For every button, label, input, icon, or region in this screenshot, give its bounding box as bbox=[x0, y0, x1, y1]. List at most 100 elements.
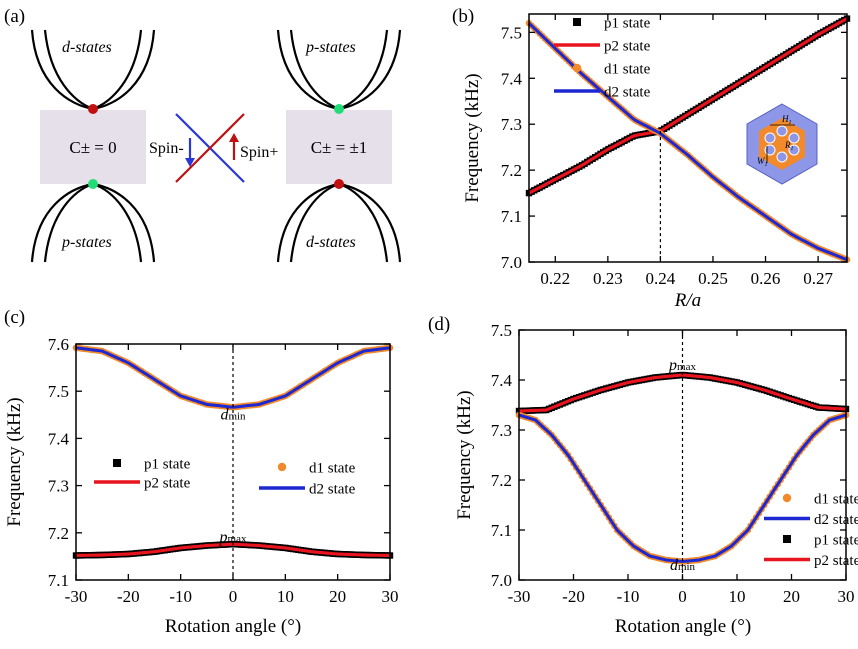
panel-a: (a) d-states p-states p-states bbox=[4, 6, 402, 263]
legend-label: p1 state bbox=[144, 457, 191, 473]
plot-frame bbox=[528, 13, 848, 263]
legend-item: p2 state bbox=[94, 476, 191, 492]
x-axis-label: Rotation angle (°) bbox=[615, 616, 751, 637]
series-p2 bbox=[528, 17, 848, 195]
series-d2 bbox=[75, 346, 391, 409]
legend-item: d2 state bbox=[554, 85, 651, 101]
right-top-label: p-states bbox=[305, 39, 356, 56]
y-axis-label: Frequency (kHz) bbox=[462, 73, 483, 202]
legend-item: d1 state bbox=[572, 62, 651, 78]
inset-r-label: R1 bbox=[784, 140, 794, 152]
legend-item: d2 state bbox=[259, 482, 356, 498]
inset-hole bbox=[764, 132, 776, 144]
y-tick-label: 7.2 bbox=[491, 471, 512, 490]
spin-minus-label: Spin- bbox=[149, 140, 184, 157]
x-tick-label: 0.27 bbox=[803, 269, 833, 288]
y-axis-label: Frequency (kHz) bbox=[4, 397, 25, 526]
chart-c: (c) -30 -20 -10 0 10 20 30 7.1 7.2 7.3 7.4 7.5 7.6 Ro… bbox=[4, 307, 399, 637]
legend-item: p2 state bbox=[554, 39, 651, 55]
inset-hole bbox=[776, 125, 788, 137]
x-tick-label: -10 bbox=[169, 587, 192, 606]
spin-plus-line bbox=[175, 113, 245, 183]
x-tick-label: -20 bbox=[117, 587, 140, 606]
legend-label: d1 state bbox=[814, 492, 858, 508]
y-tick-label: 7.2 bbox=[501, 161, 522, 180]
series-line-d2 bbox=[75, 346, 391, 409]
x-tick-label: 30 bbox=[382, 587, 399, 606]
legend-marker bbox=[572, 63, 582, 73]
inset-hexagon-core bbox=[759, 118, 805, 170]
legend-item: d2 state bbox=[764, 512, 858, 528]
series-d2 bbox=[518, 413, 847, 564]
left-bottom-green-dot bbox=[88, 179, 98, 189]
x-tick-label: -30 bbox=[508, 587, 531, 606]
annotation: pmax bbox=[219, 529, 247, 546]
legend-item: d1 state bbox=[782, 492, 858, 508]
series-line-d2 bbox=[527, 22, 848, 262]
x-tick-label: 0.22 bbox=[540, 269, 570, 288]
legend-marker bbox=[783, 535, 791, 543]
x-tick-label: 0.25 bbox=[698, 269, 728, 288]
series-line-p2 bbox=[528, 17, 848, 195]
panel-c-label: (c) bbox=[4, 307, 25, 328]
legend-item: p1 state bbox=[573, 16, 651, 32]
y-tick-label: 7.5 bbox=[501, 23, 522, 42]
left-chern-box bbox=[40, 110, 146, 184]
x-tick-label: 0.26 bbox=[751, 269, 781, 288]
legend-marker bbox=[782, 493, 792, 503]
y-tick-label: 7.4 bbox=[491, 371, 513, 390]
y-tick-label: 7.1 bbox=[491, 521, 512, 540]
legend-marker bbox=[113, 459, 121, 467]
y-tick-label: 7.5 bbox=[491, 321, 512, 340]
legend-marker bbox=[573, 18, 581, 26]
y-tick-label: 7.3 bbox=[491, 421, 512, 440]
y-tick-label: 7.1 bbox=[501, 207, 522, 226]
y-tick-label: 7.1 bbox=[48, 571, 69, 590]
y-tick-label: 7.0 bbox=[491, 571, 512, 590]
x-tick-label: 20 bbox=[783, 587, 800, 606]
y-tick-label: 7.2 bbox=[48, 524, 69, 543]
inset-h-label: H1 bbox=[781, 114, 792, 126]
annotation: dmin bbox=[220, 407, 246, 424]
chart-b: (b) 0.22 0.23 0.24 0.25 0.26 0.27 7.0 7.1 7.2 7.3… bbox=[452, 6, 851, 311]
y-tick-label: 7.3 bbox=[48, 477, 69, 496]
x-tick-label: 30 bbox=[838, 587, 855, 606]
panel-a-label: (a) bbox=[4, 6, 25, 27]
x-tick-label: -30 bbox=[65, 587, 88, 606]
legend-item: d1 state bbox=[277, 461, 356, 477]
panel-d-label: (d) bbox=[428, 314, 450, 335]
inset-hole bbox=[788, 144, 800, 156]
legend-label: d2 state bbox=[604, 85, 651, 101]
x-tick-label: 0.24 bbox=[646, 269, 676, 288]
y-tick-label: 7.4 bbox=[501, 69, 523, 88]
left-top-label: d-states bbox=[62, 39, 112, 56]
legend-item: p1 state bbox=[113, 457, 191, 473]
right-top-green-dot bbox=[334, 104, 344, 114]
legend-label: p2 state bbox=[144, 476, 191, 492]
x-tick-label: 0.23 bbox=[593, 269, 623, 288]
x-axis-label: Rotation angle (°) bbox=[165, 616, 301, 637]
x-tick-label: 20 bbox=[329, 587, 346, 606]
y-tick-label: 7.4 bbox=[48, 429, 70, 448]
annotation: dmin bbox=[670, 557, 696, 574]
inset-w-label: W1 bbox=[757, 156, 768, 168]
legend-label: p2 state bbox=[814, 553, 858, 569]
legend-label: p1 state bbox=[604, 16, 651, 32]
y-tick-label: 7.3 bbox=[501, 115, 522, 134]
spin-minus-arrow bbox=[185, 138, 195, 167]
left-bottom-label: p-states bbox=[61, 234, 112, 251]
x-tick-label: 10 bbox=[277, 587, 294, 606]
legend-label: d2 state bbox=[309, 482, 356, 498]
chart-d: (d) -30 -20 -10 0 10 20 30 7.0 7.1 7.2 7.3 7.4 7.5 Ro… bbox=[428, 314, 858, 637]
annotation: pmax bbox=[668, 357, 696, 374]
series-line-d2 bbox=[518, 413, 847, 564]
inset-hole bbox=[788, 132, 800, 144]
left-top-red-dot bbox=[88, 104, 98, 114]
legend-label: d1 state bbox=[604, 62, 651, 78]
legend-item: p2 state bbox=[764, 553, 858, 569]
panel-b-label: (b) bbox=[452, 6, 474, 27]
x-tick-label: -10 bbox=[617, 587, 640, 606]
inset-hole bbox=[776, 151, 788, 163]
